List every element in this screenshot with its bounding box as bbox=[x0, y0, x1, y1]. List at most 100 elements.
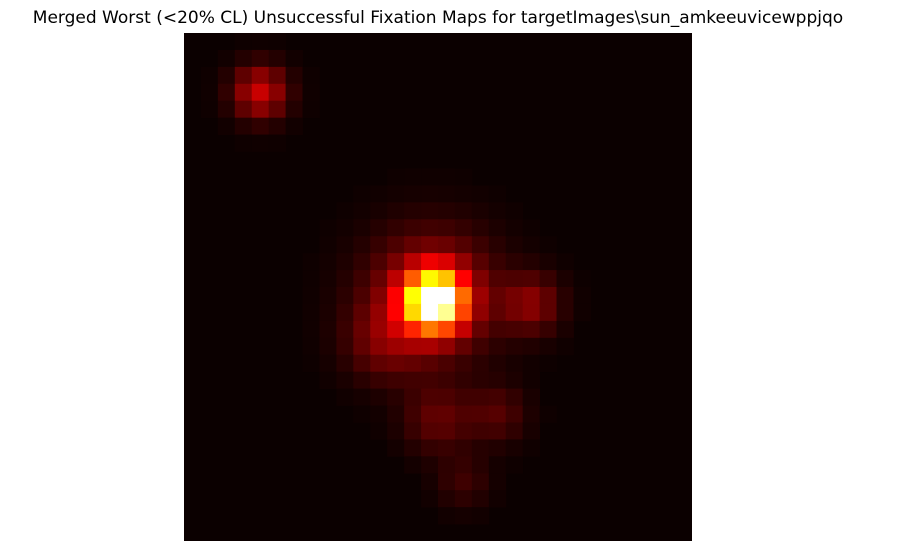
heatmap-cell bbox=[217, 49, 236, 68]
heatmap-cell bbox=[438, 168, 456, 186]
heatmap-cell bbox=[200, 66, 219, 85]
heatmap-cell bbox=[302, 320, 320, 339]
heatmap bbox=[184, 33, 692, 541]
heatmap-cell bbox=[336, 253, 354, 271]
heatmap-cell bbox=[251, 117, 270, 135]
heatmap-cell bbox=[285, 100, 303, 119]
heatmap-cell bbox=[438, 219, 456, 237]
heatmap-cell bbox=[471, 507, 490, 525]
heatmap-cell bbox=[336, 371, 354, 389]
heatmap-cell bbox=[471, 439, 490, 457]
heatmap-cell bbox=[522, 371, 540, 389]
heatmap-cell bbox=[370, 185, 388, 203]
heatmap-cell bbox=[268, 134, 286, 152]
heatmap-cell bbox=[488, 253, 507, 271]
heatmap-cell bbox=[522, 303, 540, 322]
heatmap-cell bbox=[387, 287, 405, 305]
heatmap-cell bbox=[370, 236, 388, 254]
heatmap-cell bbox=[404, 168, 422, 186]
heatmap-cell bbox=[421, 405, 439, 423]
heatmap-cell bbox=[404, 422, 422, 440]
heatmap-cell bbox=[471, 320, 490, 339]
heatmap-cell bbox=[438, 473, 456, 491]
heatmap-cell bbox=[268, 117, 286, 135]
heatmap-cell bbox=[522, 354, 540, 373]
heatmap-cell bbox=[353, 337, 371, 356]
heatmap-cell bbox=[438, 320, 456, 339]
heatmap-cell bbox=[302, 287, 320, 305]
heatmap-cell bbox=[438, 439, 456, 457]
heatmap-cell bbox=[302, 253, 320, 271]
heatmap-cell bbox=[505, 320, 524, 339]
heatmap-cell bbox=[387, 219, 405, 237]
heatmap-cell bbox=[370, 303, 388, 322]
heatmap-cell bbox=[505, 253, 524, 271]
heatmap-cell bbox=[438, 371, 456, 389]
heatmap-cell bbox=[454, 405, 473, 423]
heatmap-cell bbox=[319, 303, 337, 322]
heatmap-cell bbox=[488, 287, 507, 305]
heatmap-cell bbox=[421, 456, 439, 474]
heatmap-cell bbox=[251, 49, 270, 68]
heatmap-cell bbox=[387, 320, 405, 339]
heatmap-cell bbox=[522, 270, 540, 288]
heatmap-cell bbox=[251, 66, 270, 85]
heatmap-cell bbox=[370, 388, 388, 406]
heatmap-cell bbox=[505, 202, 524, 220]
heatmap-cell bbox=[471, 202, 490, 220]
heatmap-cell bbox=[539, 236, 557, 254]
heatmap-cell bbox=[421, 236, 439, 254]
heatmap-cell bbox=[404, 253, 422, 271]
heatmap-cell bbox=[471, 219, 490, 237]
heatmap-cell bbox=[268, 83, 286, 102]
heatmap-cell bbox=[404, 439, 422, 457]
heatmap-cell bbox=[404, 320, 422, 339]
heatmap-cell bbox=[454, 456, 473, 474]
heatmap-cell bbox=[522, 287, 540, 305]
heatmap-cell bbox=[387, 422, 405, 440]
heatmap-cell bbox=[387, 168, 405, 186]
heatmap-cell bbox=[522, 236, 540, 254]
heatmap-cell bbox=[471, 473, 490, 491]
heatmap-cell bbox=[488, 185, 507, 203]
heatmap-cell bbox=[488, 473, 507, 491]
heatmap-cell bbox=[302, 337, 320, 356]
heatmap-cell bbox=[573, 270, 591, 288]
heatmap-cell bbox=[387, 405, 405, 423]
heatmap-cell bbox=[438, 303, 456, 322]
heatmap-cell bbox=[556, 337, 574, 356]
heatmap-cell bbox=[336, 388, 354, 406]
heatmap-cell bbox=[285, 66, 303, 85]
heatmap-cell bbox=[336, 303, 354, 322]
heatmap-cell bbox=[285, 83, 303, 102]
heatmap-cell bbox=[421, 320, 439, 339]
heatmap-cell bbox=[370, 219, 388, 237]
heatmap-cell bbox=[438, 507, 456, 525]
heatmap-cell bbox=[488, 354, 507, 373]
heatmap-cell bbox=[387, 303, 405, 322]
heatmap-cell bbox=[438, 456, 456, 474]
heatmap-cell bbox=[404, 236, 422, 254]
heatmap-cell bbox=[556, 253, 574, 271]
heatmap-cell bbox=[370, 371, 388, 389]
heatmap-cell bbox=[488, 388, 507, 406]
heatmap-cell bbox=[234, 134, 253, 152]
heatmap-cell bbox=[217, 117, 236, 135]
heatmap-cell bbox=[454, 473, 473, 491]
heatmap-cell bbox=[539, 303, 557, 322]
heatmap-cell bbox=[404, 219, 422, 237]
heatmap-cell bbox=[387, 354, 405, 373]
heatmap-cell bbox=[454, 270, 473, 288]
heatmap-cell bbox=[488, 371, 507, 389]
heatmap-cell bbox=[387, 371, 405, 389]
heatmap-cell bbox=[505, 405, 524, 423]
heatmap-cell bbox=[387, 388, 405, 406]
heatmap-cell bbox=[319, 236, 337, 254]
heatmap-cell bbox=[370, 202, 388, 220]
heatmap-cell bbox=[471, 270, 490, 288]
heatmap-cell bbox=[505, 270, 524, 288]
heatmap-cell bbox=[353, 388, 371, 406]
heatmap-cell bbox=[370, 270, 388, 288]
heatmap-cell bbox=[454, 320, 473, 339]
heatmap-cell bbox=[488, 490, 507, 508]
